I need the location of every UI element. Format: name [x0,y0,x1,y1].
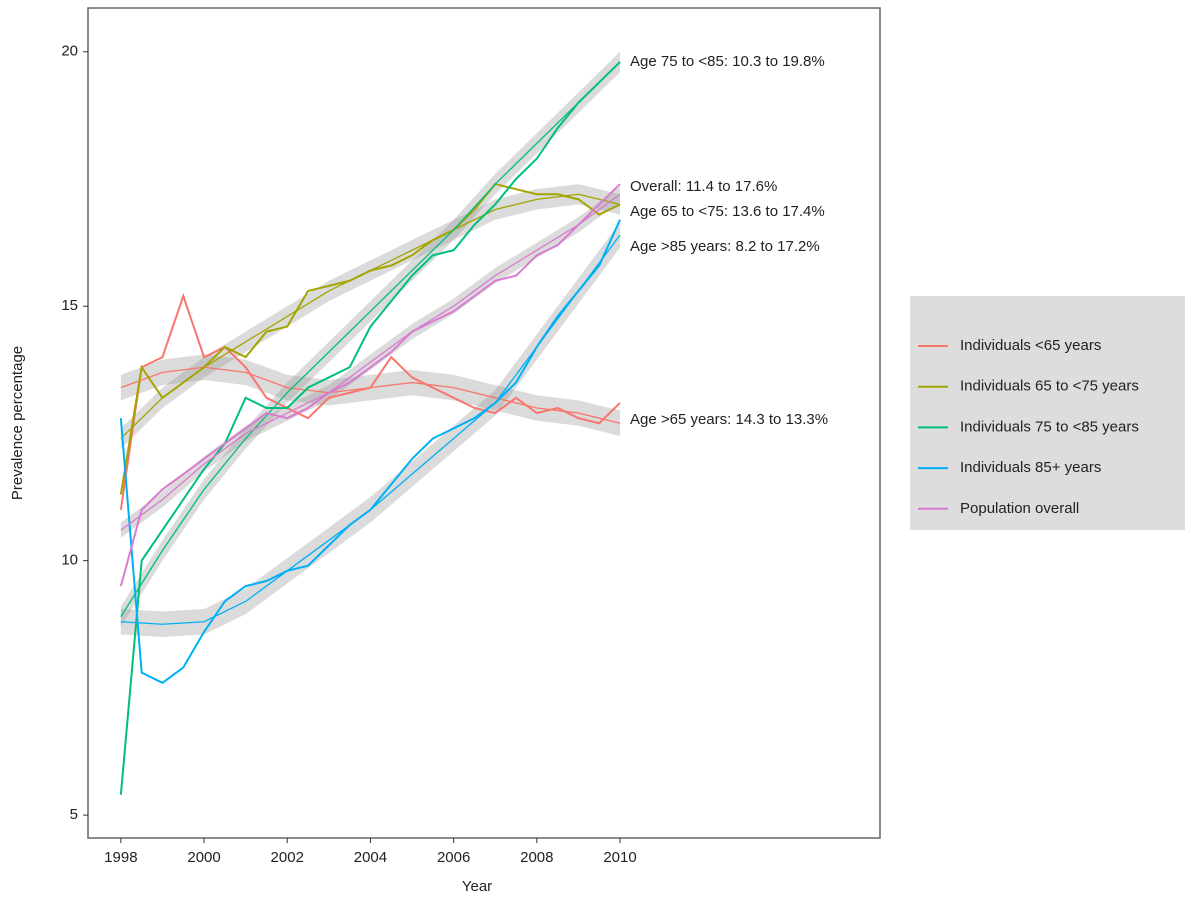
annotation: Age >65 years: 14.3 to 13.3% [630,411,828,428]
y-tick-label: 15 [61,297,78,314]
confidence-band [120,354,621,436]
smooth-line [120,234,621,625]
x-tick-label: 1998 [104,849,137,866]
smooth-line [120,193,621,439]
annotation: Age 75 to <85: 10.3 to 19.8% [630,53,825,70]
confidence-band [120,51,621,627]
y-tick-label: 10 [61,552,78,569]
legend-label: Individuals 65 to <75 years [960,378,1139,395]
legend-box [910,296,1185,530]
smooth-line [120,193,621,531]
y-tick-label: 20 [61,43,78,60]
legend-label: Individuals <65 years [960,337,1101,354]
x-tick-label: 2008 [520,849,553,866]
x-tick-label: 2002 [271,849,304,866]
annotation: Overall: 11.4 to 17.6% [630,178,777,195]
data-line [119,61,621,795]
y-tick-label: 5 [70,806,78,823]
legend-label: Population overall [960,500,1079,517]
plot-area [87,7,881,839]
smooth-line [120,61,621,617]
x-tick-label: 2006 [437,849,470,866]
y-axis-title: Prevalence percentage [9,346,26,500]
x-tick-label: 2000 [187,849,220,866]
annotation: Age >85 years: 8.2 to 17.2% [630,238,820,255]
x-tick-label: 2010 [603,849,636,866]
x-tick-label: 2004 [354,849,387,866]
annotation: Age 65 to <75: 13.6 to 17.4% [630,203,825,220]
data-line [119,183,621,587]
legend-label: Individuals 75 to <85 years [960,418,1139,435]
x-axis-title: Year [462,878,492,895]
legend-label: Individuals 85+ years [960,459,1101,476]
